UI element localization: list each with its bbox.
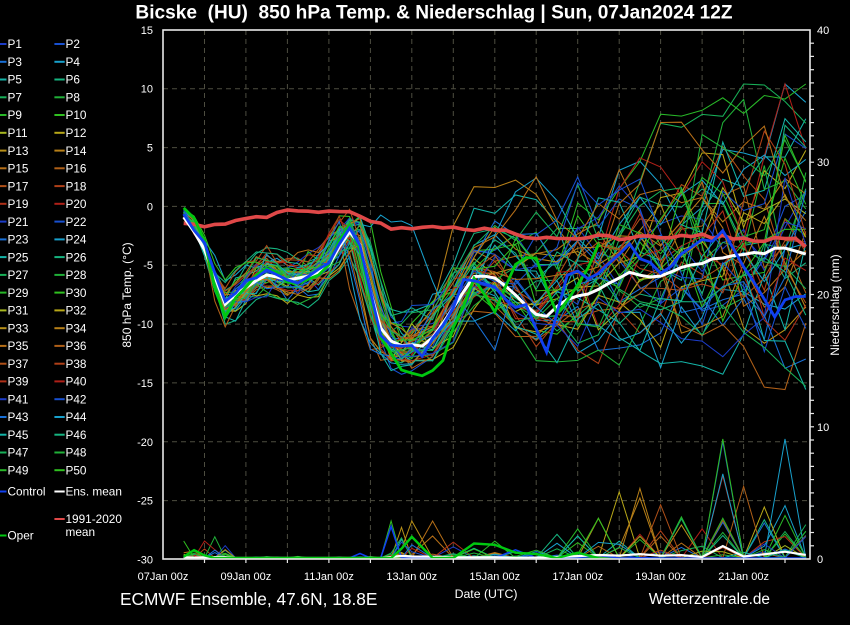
svg-text:P28: P28 <box>66 268 87 282</box>
svg-text:11Jan 00z: 11Jan 00z <box>304 571 354 583</box>
svg-text:10: 10 <box>141 84 153 96</box>
svg-text:P48: P48 <box>66 446 87 460</box>
svg-text:P36: P36 <box>66 339 87 353</box>
svg-text:Niederschlag (mm): Niederschlag (mm) <box>828 254 842 355</box>
svg-text:P10: P10 <box>66 108 87 122</box>
svg-text:15Jan 00z: 15Jan 00z <box>469 571 520 583</box>
svg-text:-10: -10 <box>137 319 153 331</box>
svg-text:40: 40 <box>817 25 829 37</box>
svg-text:P7: P7 <box>8 91 22 105</box>
svg-text:19Jan 00z: 19Jan 00z <box>635 571 686 583</box>
svg-text:P31: P31 <box>8 304 29 318</box>
svg-text:P40: P40 <box>66 375 87 389</box>
svg-text:P45: P45 <box>8 428 29 442</box>
svg-text:P35: P35 <box>8 339 29 353</box>
svg-text:P16: P16 <box>66 162 87 176</box>
svg-text:1991-2020: 1991-2020 <box>66 512 123 526</box>
svg-text:P15: P15 <box>8 162 29 176</box>
svg-text:P47: P47 <box>8 446 29 460</box>
svg-text:850 hPa Temp. (°C): 850 hPa Temp. (°C) <box>120 242 134 347</box>
svg-text:P41: P41 <box>8 392 29 406</box>
svg-text:-30: -30 <box>137 555 153 567</box>
svg-text:P20: P20 <box>66 197 87 211</box>
svg-text:P18: P18 <box>66 179 87 193</box>
svg-text:15: 15 <box>141 25 153 37</box>
svg-text:P4: P4 <box>66 55 81 69</box>
svg-text:Bicske (HU) 850 hPa Temp. &: Bicske (HU) 850 hPa Temp. & Niederschlag… <box>135 3 732 24</box>
svg-text:21Jan 00z: 21Jan 00z <box>718 571 769 583</box>
svg-text:P44: P44 <box>66 410 87 424</box>
svg-text:20: 20 <box>817 290 829 302</box>
svg-text:Date (UTC): Date (UTC) <box>455 587 518 601</box>
svg-text:P13: P13 <box>8 144 29 158</box>
svg-text:P46: P46 <box>66 428 87 442</box>
svg-text:07Jan 00z: 07Jan 00z <box>138 571 189 583</box>
svg-text:P1: P1 <box>8 37 22 51</box>
svg-text:30: 30 <box>817 157 829 169</box>
svg-text:ECMWF Ensemble, 47.6N, 18.8E: ECMWF Ensemble, 47.6N, 18.8E <box>120 589 377 609</box>
svg-text:17Jan 00z: 17Jan 00z <box>552 571 603 583</box>
svg-text:P21: P21 <box>8 215 29 229</box>
svg-text:P24: P24 <box>66 233 87 247</box>
svg-text:P49: P49 <box>8 463 29 477</box>
svg-text:P19: P19 <box>8 197 29 211</box>
svg-text:P11: P11 <box>8 126 28 140</box>
svg-text:mean: mean <box>66 525 96 539</box>
svg-text:P25: P25 <box>8 250 29 264</box>
svg-text:5: 5 <box>147 143 153 155</box>
svg-text:0: 0 <box>147 201 153 213</box>
svg-text:P22: P22 <box>66 215 87 229</box>
svg-text:P2: P2 <box>66 37 80 51</box>
svg-text:Ens. mean: Ens. mean <box>66 485 122 499</box>
svg-text:P34: P34 <box>66 321 87 335</box>
svg-text:Wetterzentrale.de: Wetterzentrale.de <box>649 591 770 608</box>
svg-text:P33: P33 <box>8 321 29 335</box>
svg-text:P27: P27 <box>8 268 29 282</box>
svg-text:-20: -20 <box>137 437 153 449</box>
svg-text:P8: P8 <box>66 91 81 105</box>
svg-text:P17: P17 <box>8 179 29 193</box>
svg-text:P12: P12 <box>66 126 87 140</box>
svg-text:10: 10 <box>817 422 829 434</box>
svg-text:-5: -5 <box>143 260 153 272</box>
svg-text:P37: P37 <box>8 357 29 371</box>
svg-text:P30: P30 <box>66 286 87 300</box>
svg-text:P26: P26 <box>66 250 87 264</box>
svg-text:P29: P29 <box>8 286 29 300</box>
svg-text:Oper: Oper <box>8 529 34 543</box>
svg-text:P14: P14 <box>66 144 87 158</box>
svg-text:09Jan 00z: 09Jan 00z <box>221 571 272 583</box>
svg-text:0: 0 <box>817 554 823 566</box>
svg-text:P32: P32 <box>66 304 87 318</box>
svg-text:P9: P9 <box>8 108 22 122</box>
svg-text:P23: P23 <box>8 233 29 247</box>
svg-text:P38: P38 <box>66 357 87 371</box>
svg-text:-25: -25 <box>137 496 153 508</box>
svg-text:P50: P50 <box>66 463 87 477</box>
svg-text:P6: P6 <box>66 73 81 87</box>
svg-text:P42: P42 <box>66 392 87 406</box>
svg-text:-15: -15 <box>137 378 153 390</box>
svg-text:P39: P39 <box>8 375 29 389</box>
svg-text:Control: Control <box>8 485 46 499</box>
svg-text:P5: P5 <box>8 73 23 87</box>
svg-text:P43: P43 <box>8 410 29 424</box>
svg-text:13Jan 00z: 13Jan 00z <box>386 571 437 583</box>
svg-text:P3: P3 <box>8 55 23 69</box>
